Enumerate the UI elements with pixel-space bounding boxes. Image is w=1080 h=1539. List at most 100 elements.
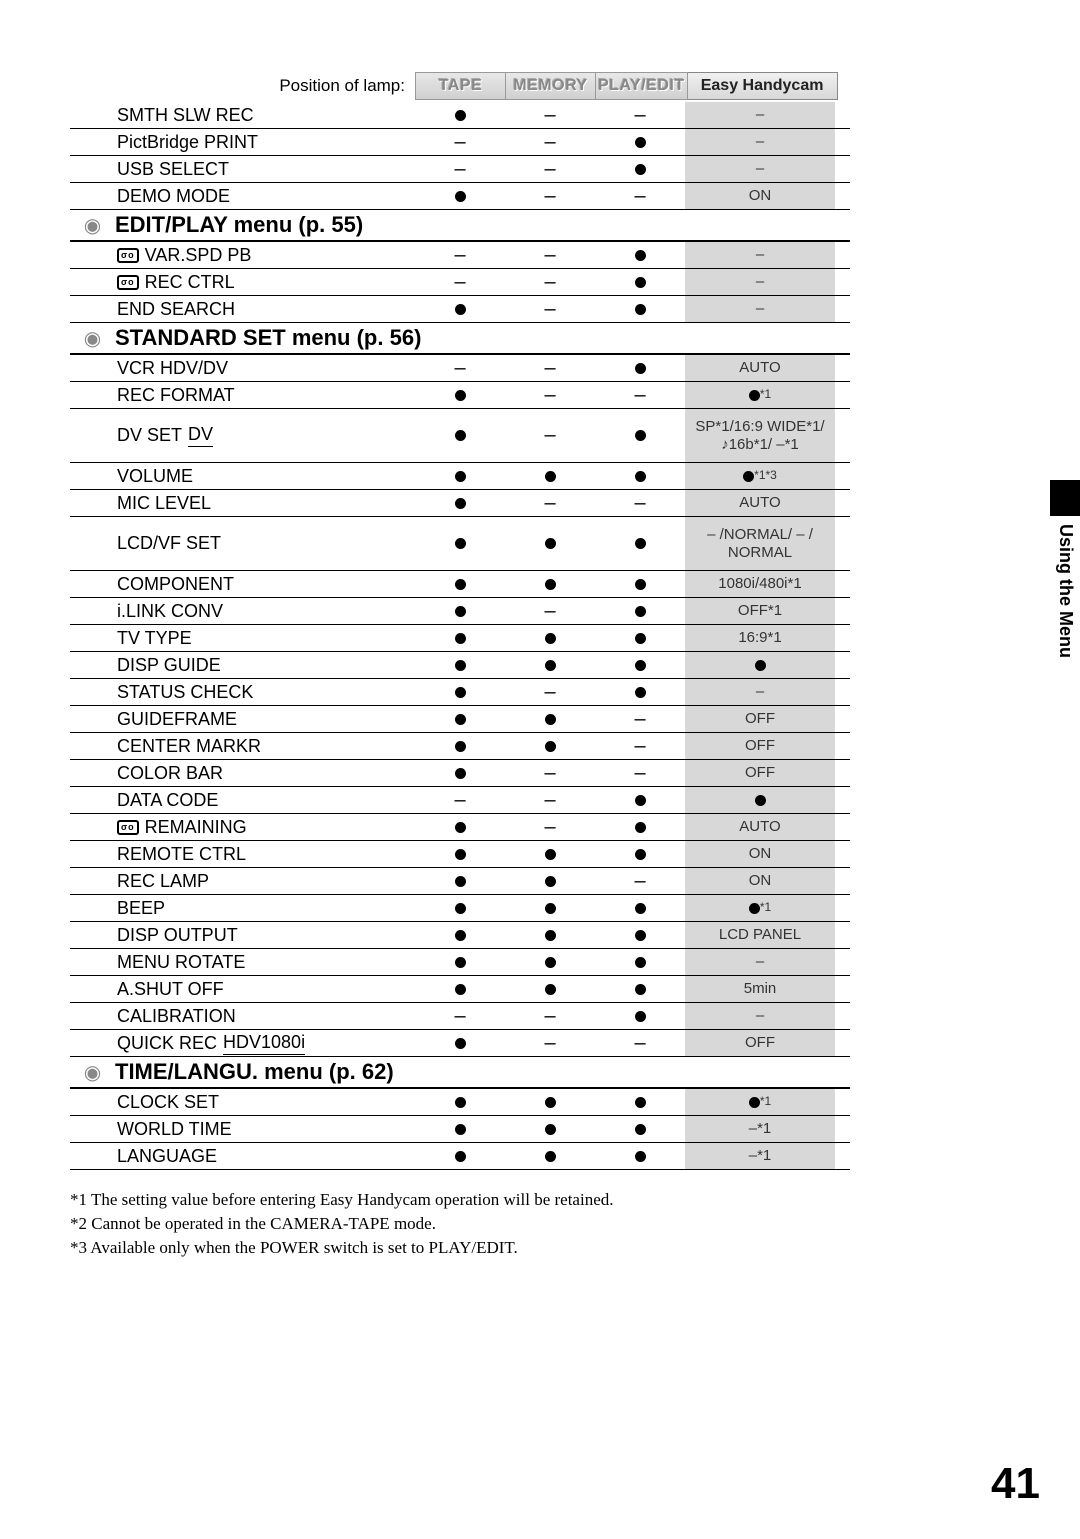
menu-item-row: DEMO MODE––ON [70, 183, 850, 210]
easy-handycam-value: – [685, 242, 835, 268]
menu-item-row: σο REC CTRL––– [70, 269, 850, 296]
memory-mark: – [505, 814, 595, 840]
table-body: SMTH SLW REC–––PictBridge PRINT–––USB SE… [70, 102, 850, 1170]
row-icon-cell [70, 760, 115, 786]
tape-mark [415, 183, 505, 209]
memory-mark [505, 706, 595, 732]
menu-item-label: DEMO MODE [115, 183, 415, 209]
playedit-mark: – [595, 760, 685, 786]
footnotes: *1 The setting value before entering Eas… [70, 1190, 850, 1258]
tape-mark [415, 463, 505, 489]
standardset-icon: ◉ [70, 326, 115, 351]
tape-mark [415, 625, 505, 651]
memory-mark: – [505, 102, 595, 128]
playedit-mark [595, 787, 685, 813]
row-icon-cell [70, 1089, 115, 1115]
menu-item-row: LANGUAGE–*1 [70, 1143, 850, 1170]
menu-item-row: REC LAMP–ON [70, 868, 850, 895]
memory-mark: – [505, 760, 595, 786]
row-icon-cell [70, 102, 115, 128]
playedit-mark: – [595, 733, 685, 759]
row-icon-cell [70, 1003, 115, 1029]
playedit-mark [595, 463, 685, 489]
playedit-mark [595, 1143, 685, 1169]
row-icon-cell [70, 652, 115, 678]
menu-item-row: QUICK REC HDV1080i––OFF [70, 1030, 850, 1057]
easy-handycam-value: OFF [685, 706, 835, 732]
row-icon-cell [70, 463, 115, 489]
footnote-3: *3 Available only when the POWER switch … [70, 1238, 850, 1258]
playedit-mark [595, 355, 685, 381]
tape-mark [415, 652, 505, 678]
menu-item-row: BEEP *1 [70, 895, 850, 922]
menu-item-row: VOLUME*1*3 [70, 463, 850, 490]
memory-mark: – [505, 382, 595, 408]
menu-item-label: CALIBRATION [115, 1003, 415, 1029]
memory-mark [505, 895, 595, 921]
tape-mark [415, 1143, 505, 1169]
playedit-mark [595, 129, 685, 155]
tape-mark [415, 895, 505, 921]
easy-handycam-value [685, 787, 835, 813]
easy-handycam-value: – [685, 269, 835, 295]
easy-handycam-value [685, 652, 835, 678]
menu-item-label: REC LAMP [115, 868, 415, 894]
memory-mark [505, 841, 595, 867]
playedit-mark [595, 156, 685, 182]
tape-mark: – [415, 1003, 505, 1029]
timelang-icon: ◉ [70, 1060, 115, 1085]
easy-handycam-value: –*1 [685, 1116, 835, 1142]
easy-handycam-value: – [685, 296, 835, 322]
menu-item-label: GUIDEFRAME [115, 706, 415, 732]
easy-handycam-value: *1*3 [685, 463, 835, 489]
playedit-mark [595, 1089, 685, 1115]
side-tab-marker [1050, 480, 1080, 516]
tape-mark [415, 841, 505, 867]
tape-mark [415, 976, 505, 1002]
menu-item-row: PictBridge PRINT––– [70, 129, 850, 156]
menu-item-label: REC FORMAT [115, 382, 415, 408]
row-icon-cell [70, 625, 115, 651]
editplay-icon: ◉ [70, 213, 115, 238]
col-easy-handycam-header: Easy Handycam [688, 72, 838, 100]
playedit-mark [595, 625, 685, 651]
section-title: EDIT/PLAY menu (p. 55) [115, 212, 363, 238]
row-icon-cell [70, 814, 115, 840]
tape-mark [415, 1116, 505, 1142]
menu-item-label: TV TYPE [115, 625, 415, 651]
row-icon-cell [70, 841, 115, 867]
section-title: TIME/LANGU. menu (p. 62) [115, 1059, 394, 1085]
memory-mark: – [505, 787, 595, 813]
easy-handycam-value: ON [685, 868, 835, 894]
easy-handycam-value: OFF*1 [685, 598, 835, 624]
playedit-mark [595, 1003, 685, 1029]
menu-item-label: BEEP [115, 895, 415, 921]
memory-mark [505, 571, 595, 597]
playedit-mark [595, 841, 685, 867]
memory-mark [505, 1089, 595, 1115]
section-title: STANDARD SET menu (p. 56) [115, 325, 421, 351]
row-icon-cell [70, 949, 115, 975]
menu-item-row: END SEARCH–– [70, 296, 850, 323]
menu-item-label: σο REC CTRL [115, 269, 415, 295]
easy-handycam-value: *1 [685, 895, 835, 921]
tape-mark [415, 517, 505, 570]
memory-mark [505, 922, 595, 948]
easy-handycam-value: 5min [685, 976, 835, 1002]
menu-item-label: DISP GUIDE [115, 652, 415, 678]
easy-handycam-value: SP*1/16:9 WIDE*1/ ♪16b*1/ –*1 [685, 409, 835, 462]
easy-handycam-value: AUTO [685, 814, 835, 840]
easy-handycam-value: OFF [685, 733, 835, 759]
menu-item-label: USB SELECT [115, 156, 415, 182]
tape-mark [415, 598, 505, 624]
tape-mark [415, 296, 505, 322]
memory-mark: – [505, 355, 595, 381]
menu-item-label: PictBridge PRINT [115, 129, 415, 155]
memory-mark [505, 1143, 595, 1169]
tape-mark [415, 733, 505, 759]
row-icon-cell [70, 269, 115, 295]
menu-item-row: CALIBRATION––– [70, 1003, 850, 1030]
easy-handycam-value: OFF [685, 1030, 835, 1056]
menu-item-row: COMPONENT1080i/480i*1 [70, 571, 850, 598]
side-tab-label: Using the Menu [1050, 516, 1080, 658]
